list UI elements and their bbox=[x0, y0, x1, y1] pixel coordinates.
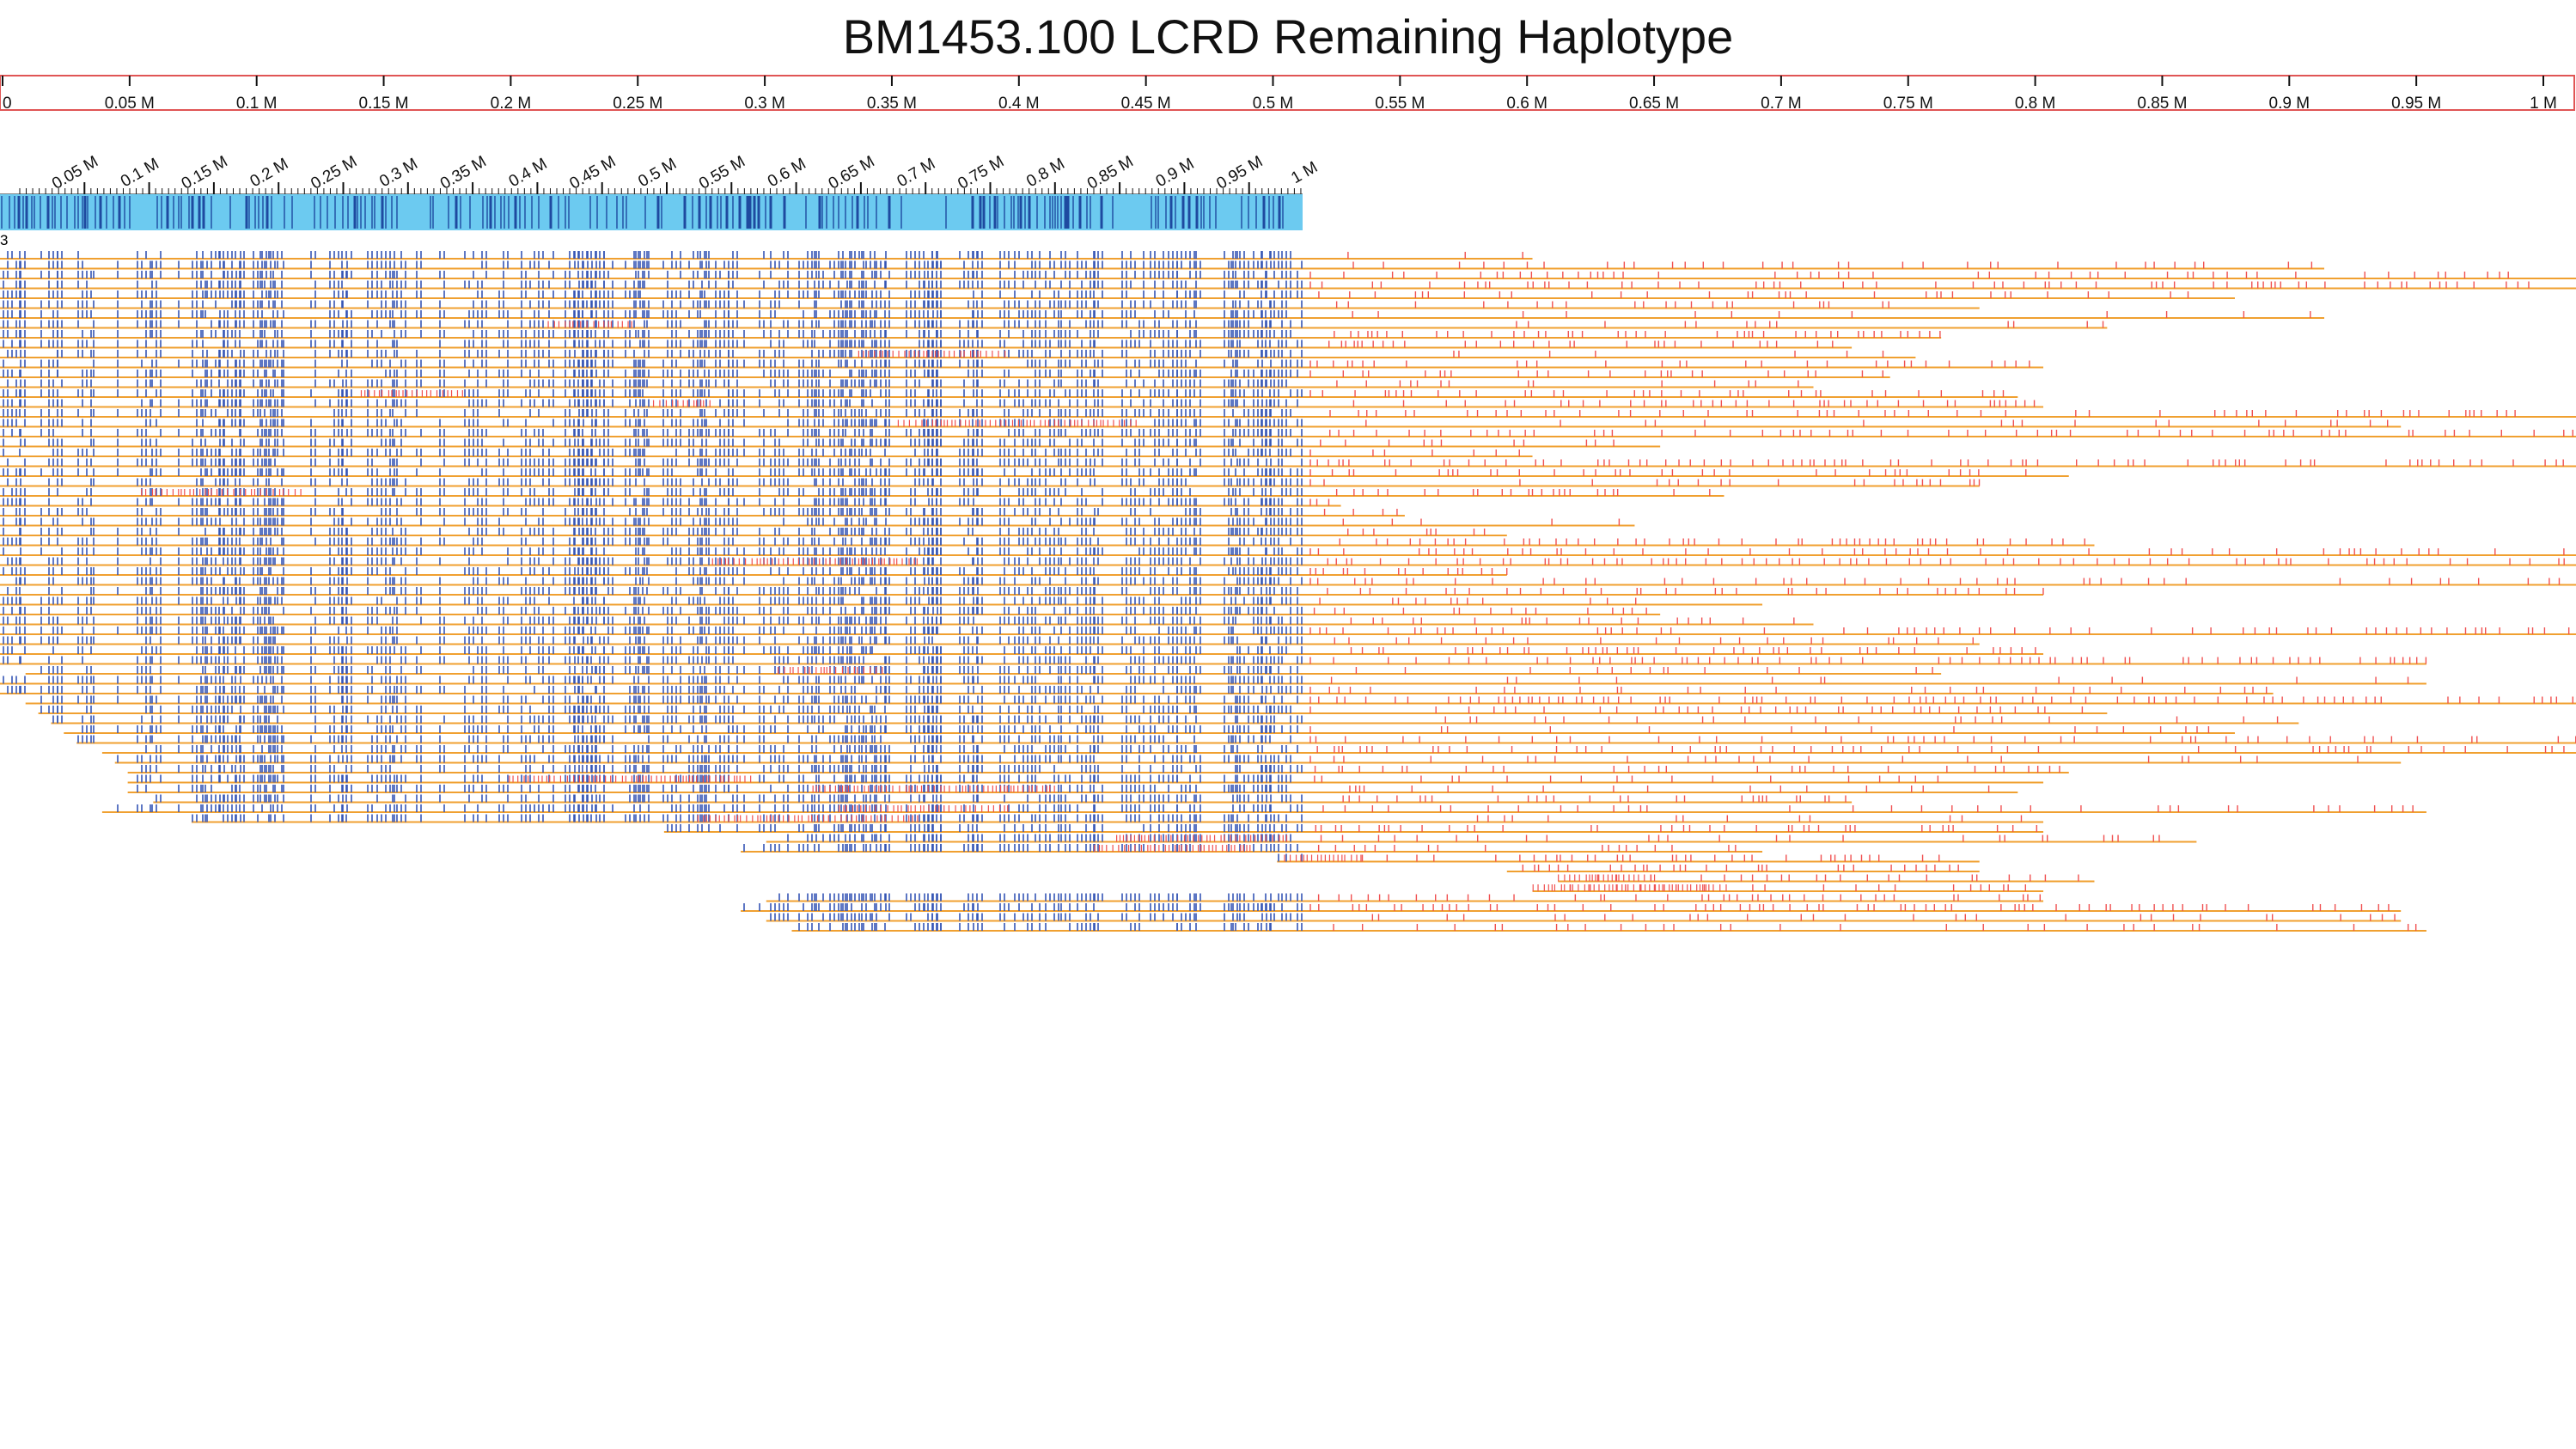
reference-label: 3 bbox=[0, 232, 8, 248]
top-ruler-tick-label: 0.95 M bbox=[2391, 95, 2441, 113]
read-row[interactable] bbox=[0, 350, 1916, 358]
reference-axis-label: 0.5 M bbox=[635, 155, 680, 191]
reference-axis-label: 0.7 M bbox=[894, 155, 939, 191]
read-row[interactable] bbox=[0, 389, 2018, 398]
read-row[interactable] bbox=[0, 290, 2235, 299]
read-row[interactable] bbox=[0, 379, 1814, 388]
reference-axis-label: 0.55 M bbox=[696, 153, 748, 193]
reference-axis-label: 0.95 M bbox=[1214, 153, 1267, 193]
top-ruler-tick-label: 0.8 M bbox=[2015, 95, 2056, 113]
read-row[interactable] bbox=[0, 409, 2576, 418]
reference-axis-label: 0.45 M bbox=[567, 153, 620, 193]
read-alignments bbox=[0, 251, 2576, 932]
top-ruler-tick-label: 0.1 M bbox=[236, 95, 278, 113]
reference-axis: 0.05 M 0.1 M 0.15 M 0.2 M 0.25 M 0.3 M 0.35 M 0… bbox=[0, 153, 1321, 195]
reference-axis-label: 0.1 M bbox=[118, 155, 162, 191]
read-row[interactable] bbox=[0, 320, 2108, 329]
reference-axis-label: 0.85 M bbox=[1084, 153, 1137, 193]
read-row[interactable] bbox=[0, 280, 2576, 290]
top-ruler-tick-label: 0.5 M bbox=[1253, 95, 1294, 113]
top-ruler-tick-label: 0.65 M bbox=[1629, 95, 1679, 113]
reference-axis-label: 0.9 M bbox=[1153, 155, 1198, 191]
read-row[interactable] bbox=[0, 260, 2325, 270]
reference-axis-label: 0.75 M bbox=[955, 153, 1007, 193]
read-row[interactable] bbox=[0, 300, 1980, 309]
reference-axis-label: 0.6 M bbox=[765, 155, 809, 191]
top-ruler-tick-label: 0.55 M bbox=[1375, 95, 1425, 113]
reference-bar[interactable] bbox=[0, 194, 1303, 230]
read-row[interactable] bbox=[0, 438, 1661, 448]
reference-axis-label: 0.8 M bbox=[1023, 155, 1068, 191]
top-ruler-box bbox=[0, 75, 2575, 111]
top-ruler-tick-label: 0.3 M bbox=[744, 95, 785, 113]
read-row[interactable] bbox=[0, 399, 2044, 408]
reference-axis-label: 0.25 M bbox=[308, 153, 360, 193]
read-row[interactable] bbox=[0, 271, 2576, 279]
top-ruler-tick-label: 0.25 M bbox=[613, 95, 662, 113]
top-ruler-tick-label: 0.05 M bbox=[105, 95, 155, 113]
top-ruler-tick-label: 0.2 M bbox=[491, 95, 532, 113]
read-row[interactable] bbox=[0, 429, 2576, 437]
top-ruler-tick-label: 0.15 M bbox=[359, 95, 409, 113]
read-row[interactable] bbox=[0, 339, 1853, 349]
read-row[interactable] bbox=[0, 449, 1533, 457]
page-title: BM1453.100 LCRD Remaining Haplotype bbox=[842, 9, 1734, 64]
top-ruler-tick-label: 0.6 M bbox=[1506, 95, 1547, 113]
reference-axis-label: 1 M bbox=[1288, 158, 1321, 187]
read-row[interactable] bbox=[0, 251, 1533, 260]
top-ruler-ticks: 0 0.05 M 0.1 M 0.15 M 0.2 M 0.25 M 0.3 M 0.35 M… bbox=[2, 76, 2557, 113]
read-row[interactable] bbox=[0, 370, 1890, 378]
reference-axis-label: 0.3 M bbox=[376, 155, 421, 191]
top-ruler-tick-label: 0.85 M bbox=[2137, 95, 2187, 113]
reference-axis-label: 0.4 M bbox=[506, 155, 551, 191]
top-ruler-tick-label: 0 bbox=[3, 95, 12, 113]
reference-axis-label: 0.2 M bbox=[247, 155, 292, 191]
top-ruler-tick-label: 1 M bbox=[2530, 95, 2557, 113]
top-ruler-tick-label: 0.35 M bbox=[867, 95, 917, 113]
top-ruler-tick-label: 0.45 M bbox=[1121, 95, 1171, 113]
reference-axis-label: 0.15 M bbox=[179, 153, 231, 193]
top-ruler[interactable]: 0 0.05 M 0.1 M 0.15 M 0.2 M 0.25 M 0.3 M 0.35 M… bbox=[0, 75, 2575, 113]
read-row[interactable] bbox=[0, 419, 2402, 428]
read-row[interactable] bbox=[0, 330, 1942, 339]
reference-axis-label: 0.65 M bbox=[826, 153, 878, 193]
reference-axis-label: 0.35 M bbox=[437, 153, 490, 193]
top-ruler-tick-label: 0.7 M bbox=[1761, 95, 1802, 113]
top-ruler-tick-label: 0.75 M bbox=[1883, 95, 1933, 113]
read-row[interactable] bbox=[0, 310, 2325, 319]
reference-variant-marks bbox=[1, 196, 1284, 229]
top-ruler-tick-label: 0.9 M bbox=[2269, 95, 2310, 113]
top-ruler-tick-label: 0.4 M bbox=[998, 95, 1040, 113]
reference-axis-label: 0.05 M bbox=[49, 153, 101, 193]
read-row[interactable] bbox=[0, 359, 2044, 369]
